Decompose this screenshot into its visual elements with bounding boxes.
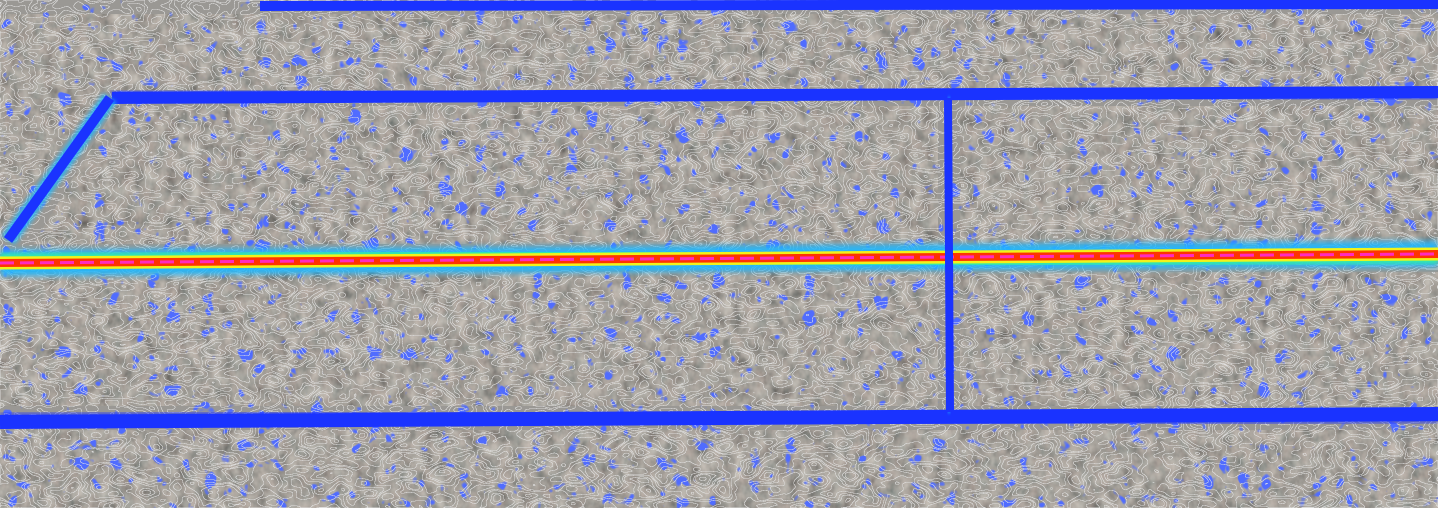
road-main-arterial (0, 241, 1438, 276)
road-top-edge-street (259, 0, 1438, 13)
road-upper-street (111, 84, 1438, 106)
road-diagonal-street (1, 93, 117, 245)
road-heatmap-layer (0, 0, 1438, 431)
road-cross-street (941, 97, 957, 413)
road-lower-street (0, 405, 1438, 431)
